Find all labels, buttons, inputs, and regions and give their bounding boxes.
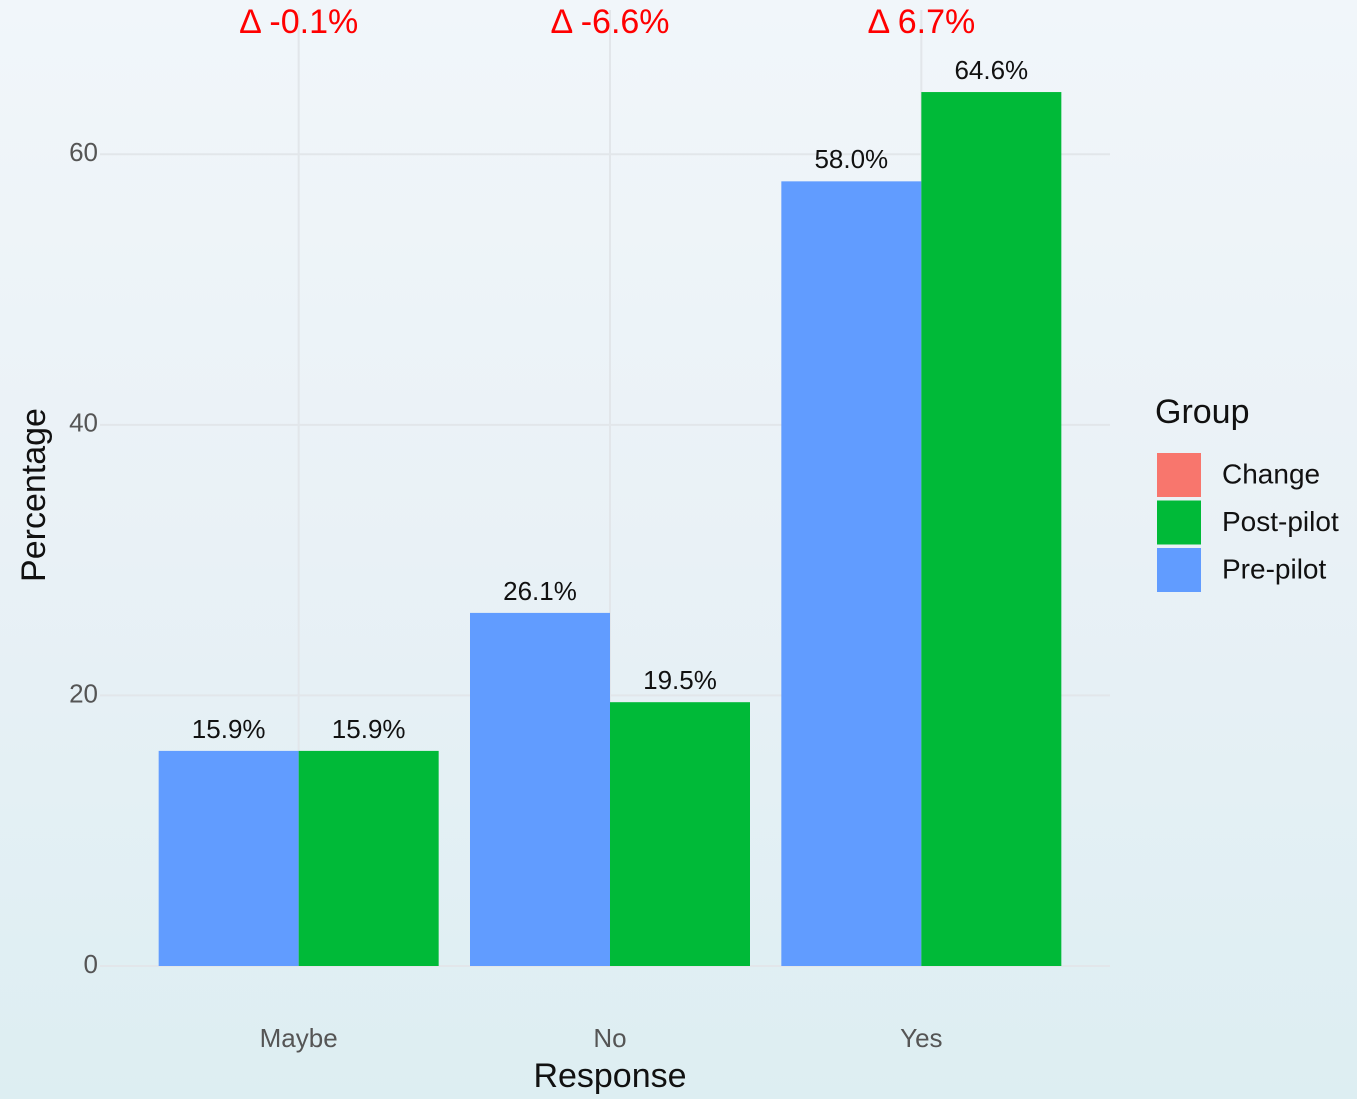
delta-label: Δ 6.7% xyxy=(867,3,975,41)
x-tick-label: Yes xyxy=(900,1023,942,1053)
value-label: 15.9% xyxy=(332,714,406,744)
bar xyxy=(159,751,299,966)
bar xyxy=(610,702,750,966)
bar xyxy=(299,751,439,966)
bar xyxy=(470,613,610,966)
value-label: 15.9% xyxy=(192,714,266,744)
legend-label: Pre-pilot xyxy=(1222,553,1326,584)
value-label: 64.6% xyxy=(954,55,1028,85)
bar xyxy=(781,181,921,966)
value-label: 19.5% xyxy=(643,665,717,695)
x-tick-label: Maybe xyxy=(260,1023,338,1053)
y-axis-title: Percentage xyxy=(15,408,53,582)
x-axis-title: Response xyxy=(533,1057,686,1095)
delta-label: Δ -0.1% xyxy=(239,3,358,41)
legend-key xyxy=(1157,453,1201,497)
x-tick-label: No xyxy=(593,1023,626,1053)
y-tick-label: 60 xyxy=(69,137,98,167)
legend-label: Post-pilot xyxy=(1222,506,1339,537)
value-label: 58.0% xyxy=(814,144,888,174)
y-tick-label: 20 xyxy=(69,678,98,708)
value-label: 26.1% xyxy=(503,576,577,606)
legend-key xyxy=(1157,501,1201,545)
chart: Response Percentage Group 0 20 40 60 Maybe 15… xyxy=(0,0,1357,1099)
y-tick-label: 40 xyxy=(69,408,98,438)
legend-label: Change xyxy=(1222,458,1320,489)
bar xyxy=(921,92,1061,966)
legend-key xyxy=(1157,548,1201,592)
legend-title: Group xyxy=(1155,393,1250,431)
y-tick-label: 0 xyxy=(84,949,98,979)
delta-label: Δ -6.6% xyxy=(550,3,669,41)
